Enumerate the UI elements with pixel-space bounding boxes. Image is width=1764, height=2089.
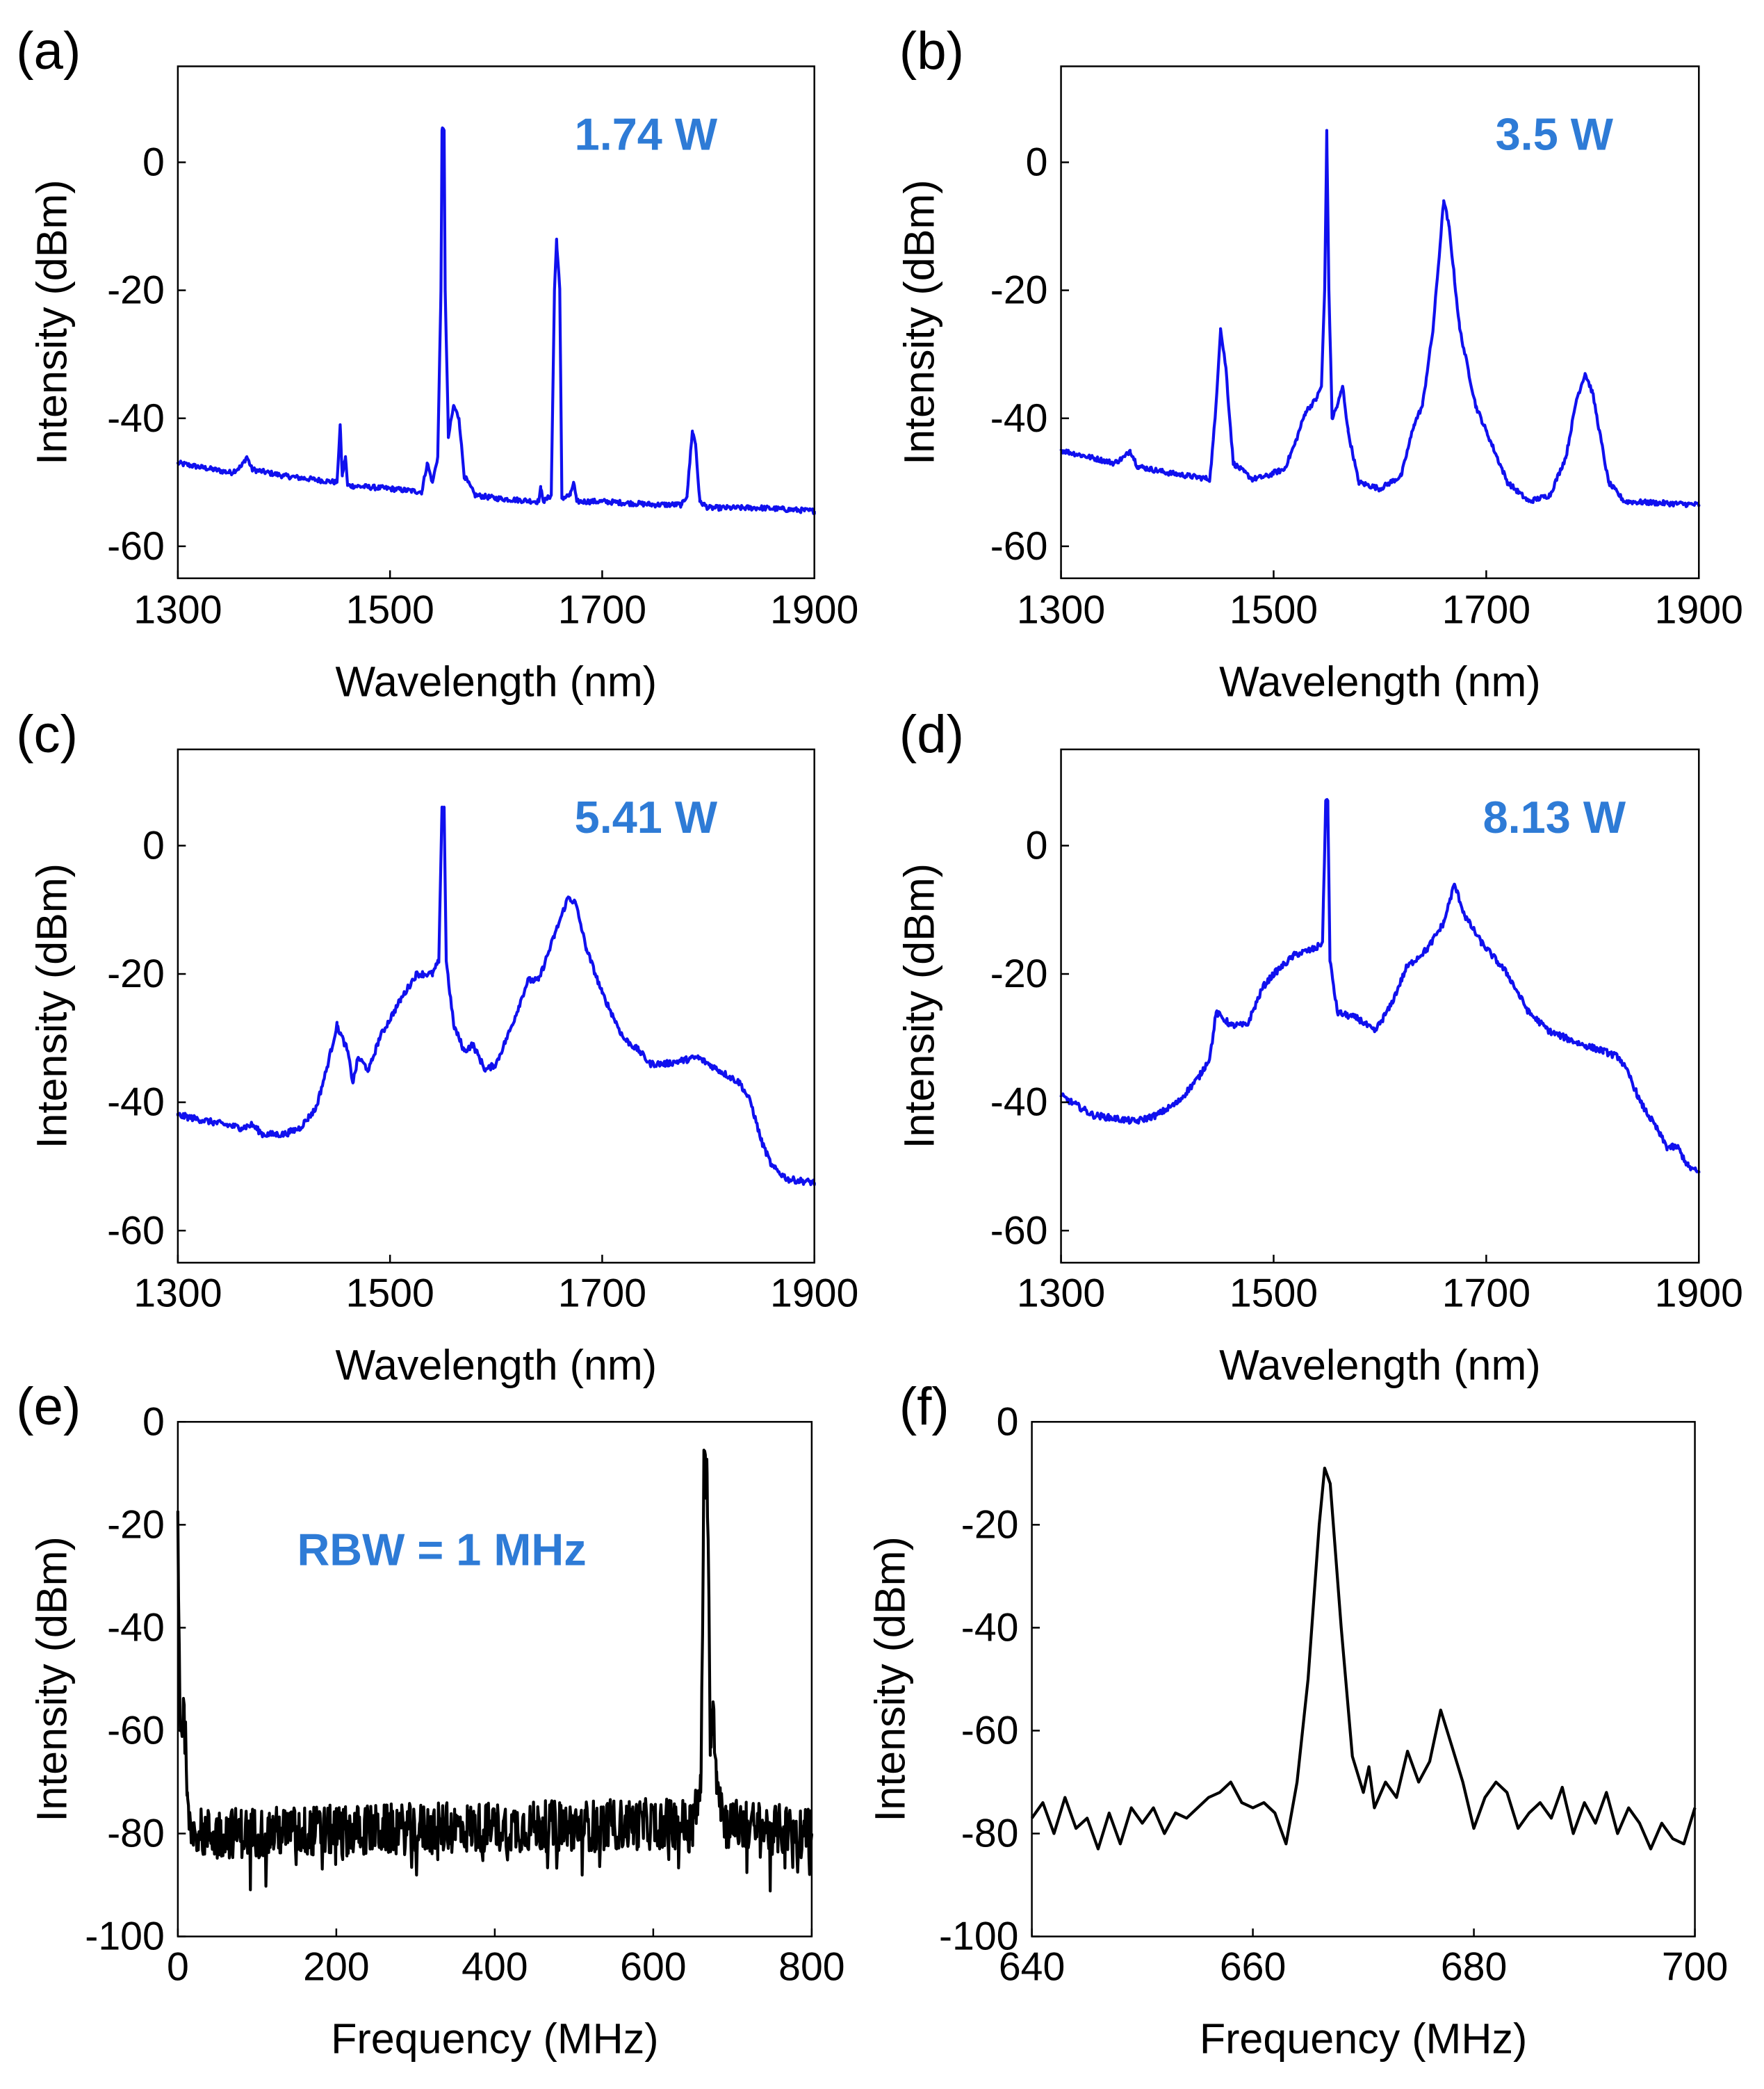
y-tick-label: -20 (990, 952, 1048, 996)
x-axis-label: Frequency (MHz) (331, 2015, 659, 2062)
y-axis-label: Intensity (dBm) (895, 863, 942, 1149)
x-tick-label: 1300 (1017, 588, 1105, 633)
annotation: 3.5 W (1496, 109, 1614, 160)
x-tick-label: 800 (778, 1945, 844, 1990)
y-tick-label: -40 (107, 396, 165, 441)
y-tick-label: -20 (107, 952, 165, 996)
y-tick-label: 0 (1026, 824, 1048, 868)
y-tick-label: 0 (142, 140, 165, 185)
x-axis-label: Wavelength (nm) (1219, 1341, 1541, 1388)
x-tick-label: 1700 (1442, 1271, 1530, 1315)
plot-frame (1060, 748, 1700, 1264)
plot-frame (177, 748, 815, 1264)
panel-label: (d) (899, 705, 964, 764)
annotation: RBW = 1 MHz (297, 1524, 586, 1575)
y-tick-label: -60 (990, 524, 1048, 569)
series-line-5 (1030, 1466, 1697, 1851)
x-tick-label: 680 (1441, 1945, 1507, 1990)
y-tick-label: -100 (939, 1915, 1019, 1959)
x-axis-label: Wavelength (nm) (1219, 658, 1541, 706)
x-tick-label: 1900 (1655, 1271, 1743, 1315)
series-line-3 (1059, 798, 1701, 1173)
y-tick-label: -100 (85, 1915, 165, 1959)
x-tick-label: 1900 (1655, 588, 1743, 633)
x-tick-label: 700 (1662, 1945, 1728, 1990)
panel-label: (e) (16, 1377, 81, 1436)
x-tick-label: 0 (167, 1945, 189, 1990)
y-tick-label: -60 (107, 1709, 165, 1753)
y-axis-label: Intensity (dBm) (866, 1536, 913, 1821)
plot-frame (1060, 65, 1700, 580)
y-tick-label: -80 (107, 1812, 165, 1856)
x-tick-label: 1900 (770, 1271, 858, 1315)
y-tick-label: 0 (997, 1399, 1019, 1444)
y-tick-label: -40 (990, 396, 1048, 441)
y-tick-label: -60 (107, 524, 165, 569)
panel-label: (b) (899, 22, 964, 81)
x-tick-label: 660 (1220, 1945, 1286, 1990)
annotation: 5.41 W (575, 792, 718, 843)
y-tick-label: -40 (107, 1605, 165, 1650)
x-axis-label: Wavelength (nm) (336, 658, 658, 706)
y-axis-label: Intensity (dBm) (28, 179, 76, 465)
plot-frame (177, 1421, 813, 1937)
y-tick-label: -20 (961, 1502, 1019, 1547)
x-tick-label: 1300 (133, 588, 222, 633)
y-tick-label: -40 (107, 1080, 165, 1125)
y-tick-label: -60 (961, 1709, 1019, 1753)
series-line-1 (1059, 129, 1701, 508)
x-tick-label: 1300 (1017, 1271, 1105, 1315)
x-tick-label: 1700 (1442, 588, 1530, 633)
x-tick-label: 1500 (346, 1271, 434, 1315)
y-tick-label: -20 (990, 268, 1048, 313)
plot-frame (177, 65, 815, 580)
y-tick-label: -40 (961, 1605, 1019, 1650)
y-tick-label: -20 (107, 1502, 165, 1547)
y-tick-label: 0 (1026, 140, 1048, 185)
x-tick-label: 400 (462, 1945, 528, 1990)
x-tick-label: 1500 (1230, 1271, 1318, 1315)
panel-label: (a) (16, 22, 81, 81)
y-tick-label: -80 (961, 1812, 1019, 1856)
annotation: 1.74 W (575, 109, 718, 160)
y-tick-label: 0 (142, 824, 165, 868)
x-tick-label: 1700 (558, 1271, 646, 1315)
plot-frame (1031, 1421, 1696, 1937)
series-line-0 (176, 126, 816, 516)
y-axis-label: Intensity (dBm) (28, 863, 76, 1149)
y-axis-label: Intensity (dBm) (895, 179, 942, 465)
annotation: 8.13 W (1483, 792, 1626, 843)
series-line-4 (176, 1448, 813, 1893)
y-tick-label: 0 (142, 1399, 165, 1444)
x-tick-label: 1500 (346, 588, 434, 633)
y-tick-label: -40 (990, 1080, 1048, 1125)
y-tick-label: -60 (990, 1208, 1048, 1253)
panel-label: (c) (16, 705, 78, 764)
y-tick-label: -60 (107, 1208, 165, 1253)
x-tick-label: 200 (303, 1945, 369, 1990)
x-axis-label: Frequency (MHz) (1200, 2015, 1528, 2062)
x-tick-label: 1700 (558, 588, 646, 633)
x-tick-label: 1900 (770, 588, 858, 633)
x-axis-label: Wavelength (nm) (336, 1341, 658, 1388)
x-tick-label: 600 (620, 1945, 686, 1990)
x-tick-label: 1300 (133, 1271, 222, 1315)
series-line-2 (176, 805, 816, 1187)
x-tick-label: 1500 (1230, 588, 1318, 633)
y-tick-label: -20 (107, 268, 165, 313)
y-axis-label: Intensity (dBm) (28, 1536, 76, 1821)
x-tick-label: 640 (999, 1945, 1065, 1990)
panel-label: (f) (899, 1377, 949, 1436)
